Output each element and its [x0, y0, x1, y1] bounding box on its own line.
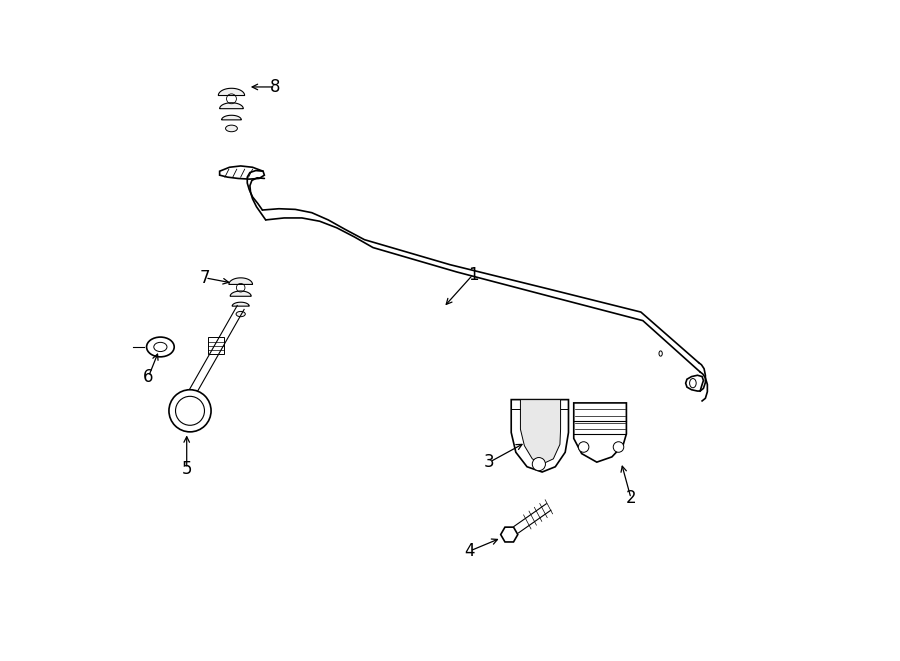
- Circle shape: [176, 397, 204, 425]
- Polygon shape: [229, 278, 253, 284]
- Polygon shape: [520, 400, 561, 464]
- Circle shape: [169, 390, 211, 432]
- Text: 1: 1: [468, 266, 479, 284]
- Ellipse shape: [689, 379, 697, 388]
- Text: 5: 5: [182, 460, 192, 478]
- Polygon shape: [220, 166, 265, 179]
- Circle shape: [613, 442, 624, 452]
- Ellipse shape: [659, 351, 662, 356]
- Text: 2: 2: [626, 489, 636, 508]
- Polygon shape: [219, 89, 245, 96]
- Text: 3: 3: [484, 453, 495, 471]
- Circle shape: [532, 457, 545, 471]
- Text: 6: 6: [143, 368, 154, 385]
- Text: 8: 8: [270, 78, 281, 96]
- Polygon shape: [221, 115, 241, 120]
- Polygon shape: [511, 400, 569, 472]
- Polygon shape: [500, 527, 518, 542]
- Polygon shape: [230, 291, 251, 296]
- Polygon shape: [209, 337, 224, 354]
- Ellipse shape: [147, 337, 175, 357]
- Polygon shape: [686, 375, 704, 391]
- Text: 7: 7: [200, 269, 211, 287]
- Circle shape: [579, 442, 589, 452]
- Polygon shape: [232, 302, 249, 306]
- Ellipse shape: [226, 125, 238, 132]
- Text: 4: 4: [464, 542, 475, 560]
- Ellipse shape: [154, 342, 167, 352]
- Polygon shape: [573, 403, 626, 462]
- Ellipse shape: [236, 311, 246, 317]
- Polygon shape: [220, 102, 243, 108]
